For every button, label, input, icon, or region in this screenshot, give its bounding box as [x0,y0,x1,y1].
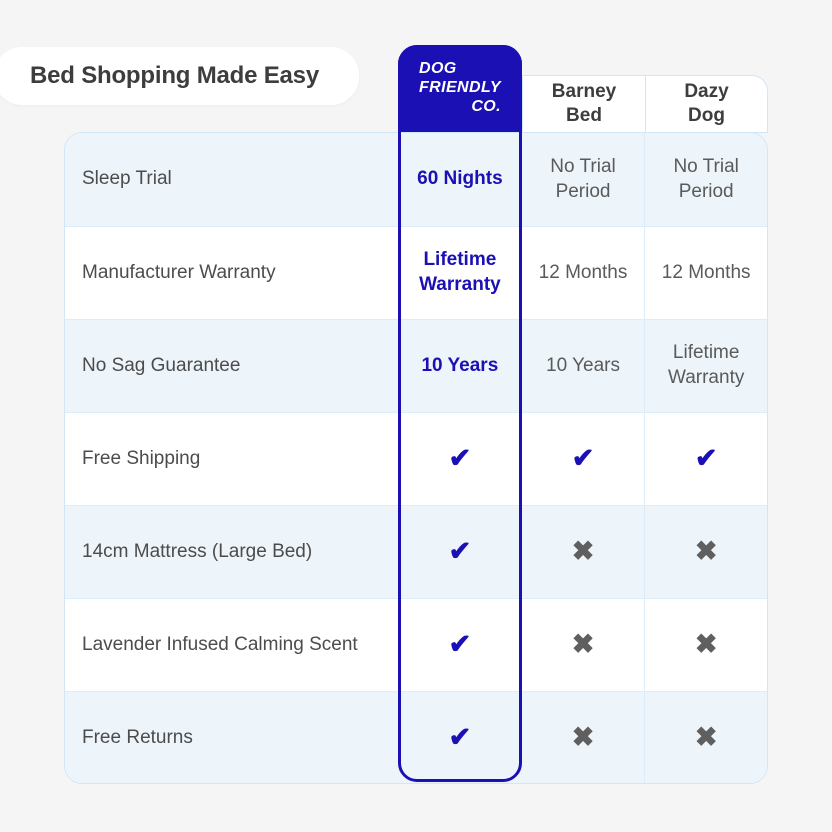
dog-friendly-value: 10 Years [421,354,499,376]
feature-label: 14cm Mattress (Large Bed) [82,540,313,562]
comparison-table: Sleep Trial 60 Nights No Trial Period No… [64,132,768,784]
cross-icon: ✖ [644,506,767,598]
column-header-barney-bed-label: Barney Bed [551,81,617,126]
table-row-lavender-scent: Lavender Infused Calming Scent ✔ ✖ ✖ [65,598,767,691]
dog-friendly-value: 60 Nights [417,168,503,190]
feature-label: Sleep Trial [82,168,172,190]
check-icon: ✔ [644,413,767,505]
logo-line-2: FRIENDLY [418,79,501,97]
check-icon: ✔ [448,629,472,660]
cross-icon: ✖ [571,536,595,567]
barney-bed-value: No Trial Period [550,155,616,202]
feature-label: Lavender Infused Calming Scent [82,633,358,655]
table-row-free-shipping: Free Shipping ✔ ✔ ✔ [65,412,767,505]
page-title: Bed Shopping Made Easy [30,62,319,89]
table-row-free-returns: Free Returns ✔ ✖ ✖ [65,691,767,783]
table-row-sleep-trial: Sleep Trial 60 Nights No Trial Period No… [65,133,767,226]
feature-label: Manufacturer Warranty [82,261,276,283]
column-header-dazy-dog: Dazy Dog [645,75,768,133]
barney-bed-value: 10 Years [546,354,621,376]
logo-line-3: CO. [471,97,501,115]
column-header-barney-bed: Barney Bed [522,75,645,133]
dazy-dog-value: Lifetime Warranty [644,320,767,412]
feature-label: Free Returns [82,726,193,748]
cross-icon: ✖ [644,599,767,691]
feature-label: No Sag Guarantee [82,354,241,376]
check-icon: ✔ [448,443,472,474]
logo-line-1: DOG [418,60,457,78]
page-title-pill: Bed Shopping Made Easy [0,47,359,105]
barney-bed-value: 12 Months [538,261,628,283]
check-icon: ✔ [571,443,595,474]
check-icon: ✔ [448,722,472,753]
feature-label: Free Shipping [82,447,201,469]
table-row-14cm-mattress: 14cm Mattress (Large Bed) ✔ ✖ ✖ [65,505,767,598]
table-row-manufacturer-warranty: Manufacturer Warranty Lifetime Warranty … [65,226,767,319]
dog-friendly-co-logo: DOG FRIENDLY CO. [419,60,501,117]
check-icon: ✔ [448,536,472,567]
dog-friendly-value: Lifetime Warranty [419,249,501,295]
cross-icon: ✖ [571,722,595,753]
cross-icon: ✖ [644,692,767,783]
cross-icon: ✖ [571,629,595,660]
dazy-dog-value: 12 Months [644,227,767,319]
brand-header: DOG FRIENDLY CO. [398,45,522,132]
table-row-no-sag-guarantee: No Sag Guarantee 10 Years 10 Years Lifet… [65,319,767,412]
dazy-dog-value: No Trial Period [644,133,767,226]
column-header-dazy-dog-label: Dazy Dog [684,81,729,126]
